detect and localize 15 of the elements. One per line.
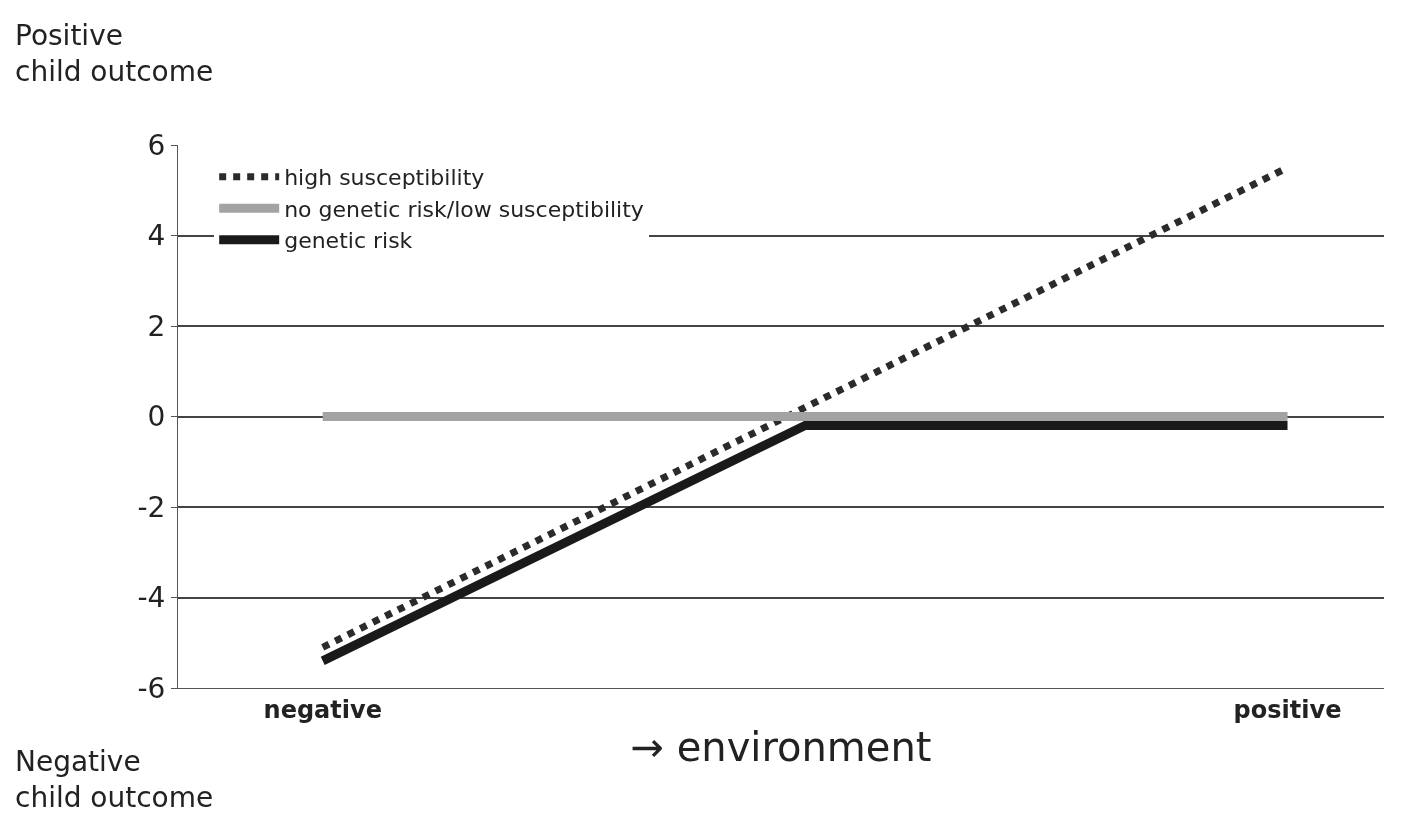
y-tick-label: -4	[137, 581, 166, 615]
legend-label: high susceptibility	[284, 165, 485, 191]
text: Positive child outcome	[15, 19, 214, 89]
y-tick-label: 4	[147, 219, 166, 253]
x-tick-label: negative	[263, 695, 382, 724]
y-tick-label: -6	[137, 671, 166, 705]
text: Negative child outcome	[15, 745, 214, 815]
x-axis-title: → environment	[630, 724, 932, 771]
legend-label: no genetic risk/low susceptibility	[284, 196, 644, 222]
y-tick-label: 2	[147, 309, 166, 343]
y-tick-label: -2	[137, 490, 166, 524]
legend-label: genetic risk	[284, 228, 413, 254]
y-tick-label: 6	[147, 128, 166, 162]
x-tick-label: positive	[1233, 695, 1342, 724]
y-tick-label: 0	[147, 400, 166, 434]
